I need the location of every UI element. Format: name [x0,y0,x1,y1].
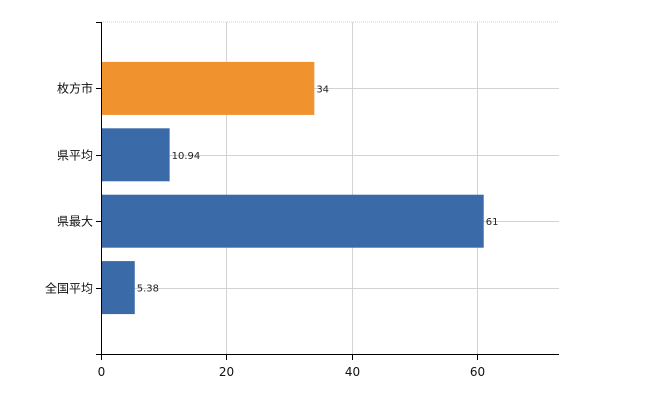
y-tick-label: 県最大 [57,215,93,229]
y-tick-label: 県平均 [57,149,93,163]
bar-value-label: 34 [316,84,329,95]
bar-value-label: 5.38 [137,284,159,295]
y-tick-label: 全国平均 [45,281,93,296]
x-tick-label: 40 [345,365,360,379]
bar [101,128,170,182]
bar [101,261,135,315]
bar-value-label: 10.94 [172,151,201,162]
bar [101,61,315,115]
x-tick-label: 60 [470,365,485,379]
bar [101,194,484,248]
y-tick-label: 枚方市 [57,81,93,96]
bars-layer: 34 10.94 61 5.38 [101,61,499,315]
x-tick-label: 20 [219,365,234,379]
bar-value-label: 61 [486,217,499,228]
x-tick-label: 0 [98,365,106,379]
